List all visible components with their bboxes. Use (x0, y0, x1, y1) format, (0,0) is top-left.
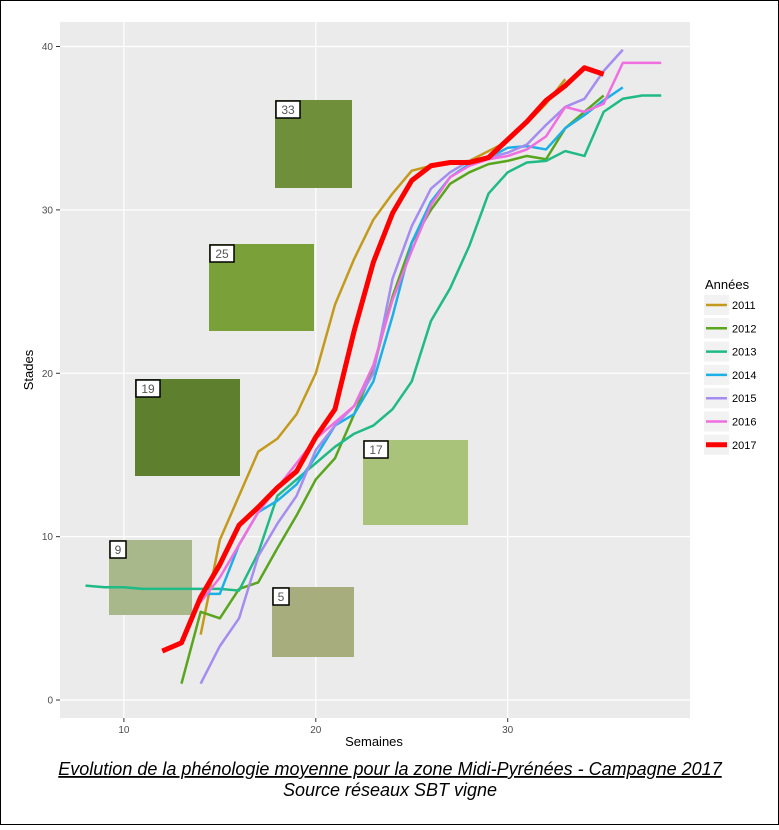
stage-label: 25 (215, 247, 229, 261)
x-tick-label: 30 (502, 725, 514, 736)
y-tick-label: 40 (42, 42, 54, 53)
legend-label: 2017 (732, 440, 756, 452)
caption: Evolution de la phénologie moyenne pour … (58, 759, 722, 779)
stage-label: 5 (278, 590, 285, 604)
caption: Source réseaux SBT vigne (283, 780, 497, 800)
legend-label: 2014 (732, 370, 756, 382)
legend-label: 2012 (732, 323, 756, 335)
y-tick-label: 20 (42, 369, 54, 380)
legend-label: 2011 (732, 300, 756, 312)
legend-label: 2013 (732, 347, 756, 359)
x-tick-label: 10 (118, 725, 130, 736)
y-tick-label: 30 (42, 205, 54, 216)
stage-label: 9 (115, 543, 122, 557)
y-tick-label: 0 (47, 696, 53, 707)
y-axis-title: Stades (21, 349, 36, 390)
y-tick-label: 10 (42, 532, 54, 543)
stage-label: 19 (141, 382, 155, 396)
x-axis-title: Semaines (345, 734, 403, 749)
legend-label: 2015 (732, 393, 756, 405)
stage-label: 17 (369, 443, 383, 457)
legend-title: Années (705, 277, 750, 292)
chart: Semaines Stades Années Evolution de la p… (0, 0, 779, 825)
x-tick-label: 20 (310, 725, 322, 736)
stage-label: 33 (281, 103, 295, 117)
legend-label: 2016 (732, 417, 756, 429)
